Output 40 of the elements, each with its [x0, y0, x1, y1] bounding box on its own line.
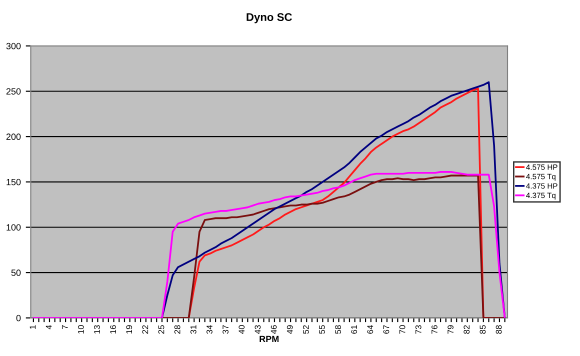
x-tick-label: 88 [496, 325, 502, 334]
x-tick-label: 19 [126, 325, 132, 334]
x-tick-label: 16 [110, 325, 116, 334]
y-tick-label: 150 [6, 178, 21, 186]
line-series [161, 174, 506, 318]
x-tick-label: 31 [190, 325, 196, 334]
x-tick-label: 1 [30, 325, 36, 329]
x-tick-label: 49 [286, 325, 293, 334]
y-tick-label: 0 [16, 314, 21, 322]
x-tick-label: 61 [351, 325, 358, 334]
x-tick-label: 64 [367, 325, 374, 334]
x-tick-label: 52 [302, 325, 309, 334]
chart-title: Dyno SC [246, 13, 292, 24]
x-tick-label: 37 [222, 325, 228, 334]
x-axis-title: RPM [260, 336, 279, 342]
x-tick-label: 55 [319, 325, 325, 334]
x-tick-label: 67 [383, 325, 390, 334]
x-tick-label: 82 [464, 325, 470, 334]
x-tick-label: 22 [142, 325, 148, 334]
y-tick-label: 250 [6, 88, 21, 95]
y-tick-label: 50 [11, 270, 21, 276]
x-tick-label: 40 [238, 325, 245, 334]
y-tick-label: 200 [6, 134, 21, 140]
x-tick-label: 76 [432, 325, 438, 334]
x-tick-label: 28 [174, 325, 180, 334]
x-tick-label: 43 [254, 325, 261, 334]
y-tick-label: 300 [6, 42, 21, 50]
x-tick-label: 34 [206, 325, 212, 334]
x-tick-label: 58 [335, 325, 341, 334]
y-tick-label: 100 [6, 224, 21, 231]
x-tick-label: 73 [415, 325, 422, 334]
x-tick-label: 79 [448, 325, 454, 334]
x-tick-label: 25 [158, 325, 164, 334]
x-tick-label: 4 [46, 325, 52, 330]
x-tick-label: 7 [62, 325, 68, 330]
x-tick-label: 70 [399, 325, 406, 334]
x-tick-label: 10 [78, 325, 84, 334]
x-tick-label: 85 [480, 325, 486, 334]
x-tick-label: 13 [94, 325, 100, 334]
x-tick-label: 46 [270, 325, 277, 334]
